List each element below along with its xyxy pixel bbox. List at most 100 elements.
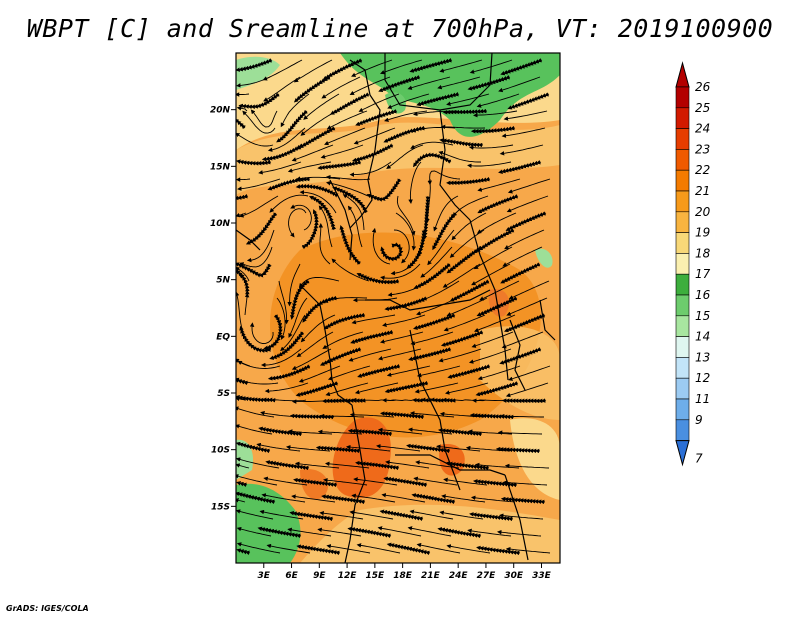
streamline bbox=[383, 125, 426, 143]
streamline bbox=[318, 222, 331, 265]
streamline bbox=[261, 493, 306, 503]
streamline bbox=[236, 474, 278, 486]
streamline bbox=[239, 325, 272, 353]
streamline bbox=[319, 413, 365, 419]
streamline bbox=[296, 544, 341, 556]
lon-tick-label: 12E bbox=[338, 571, 358, 581]
streamline bbox=[302, 295, 338, 323]
streamline bbox=[438, 150, 481, 163]
streamline bbox=[347, 526, 392, 539]
streamline bbox=[322, 58, 363, 80]
colorbar-label: 19 bbox=[695, 226, 710, 240]
streamline bbox=[236, 118, 246, 130]
colorbar-swatch bbox=[675, 419, 690, 441]
streamline bbox=[384, 296, 428, 311]
streamline bbox=[238, 92, 280, 110]
lon-tick-label: 27E bbox=[477, 571, 497, 581]
streamline bbox=[409, 411, 455, 418]
colorbar-swatch bbox=[675, 211, 690, 233]
streamline bbox=[262, 59, 303, 81]
streamline bbox=[289, 510, 334, 522]
streamline bbox=[371, 227, 391, 265]
colorbar: 26 25 24 23 22 21 20 19 18 17 16 15 14 13 12 11 9 7 bbox=[675, 61, 711, 467]
colorbar-swatch bbox=[675, 149, 690, 171]
streamline bbox=[504, 463, 550, 469]
streamline bbox=[236, 58, 273, 72]
streamline bbox=[476, 545, 521, 556]
streamline bbox=[439, 138, 483, 148]
colorbar-max-arrow bbox=[675, 61, 690, 88]
streamline bbox=[508, 365, 551, 381]
colorbar-label: 7 bbox=[695, 452, 703, 466]
colorbar-label: 20 bbox=[695, 205, 711, 219]
streamline bbox=[236, 212, 247, 218]
country-borders bbox=[236, 53, 556, 563]
streamline bbox=[261, 143, 304, 162]
streamline bbox=[349, 161, 392, 177]
lon-tick-label: 3E bbox=[258, 571, 271, 581]
streamline bbox=[350, 329, 394, 344]
streamline bbox=[332, 186, 368, 214]
streamline bbox=[321, 494, 366, 505]
colorbar-swatch bbox=[675, 253, 690, 275]
streamline bbox=[477, 194, 519, 214]
streamline bbox=[323, 312, 366, 330]
streamline bbox=[432, 211, 458, 251]
streamline bbox=[236, 106, 248, 112]
colorbar-swatch bbox=[675, 336, 690, 358]
streamline bbox=[329, 92, 370, 115]
wbpt-shaded-field bbox=[236, 53, 560, 563]
streamline bbox=[451, 212, 487, 241]
streamline bbox=[505, 211, 547, 231]
colorbar-swatch bbox=[675, 398, 690, 421]
streamline bbox=[236, 193, 249, 201]
streamline bbox=[413, 262, 451, 289]
streamline bbox=[236, 542, 281, 554]
streamline bbox=[380, 242, 404, 262]
lat-tick-label: 5S bbox=[217, 389, 230, 399]
streamline bbox=[356, 273, 400, 285]
streamline bbox=[291, 144, 334, 162]
lon-tick-label: 24E bbox=[449, 571, 469, 581]
lat-tick-label: 20N bbox=[210, 106, 231, 116]
streamline bbox=[477, 365, 521, 381]
streamline bbox=[257, 526, 302, 539]
streamline bbox=[436, 444, 481, 452]
colorbar-label: 22 bbox=[695, 163, 710, 177]
streamline bbox=[502, 246, 543, 267]
lon-tick-label: 15E bbox=[366, 571, 386, 581]
streamline bbox=[502, 480, 548, 486]
streamline bbox=[323, 297, 368, 303]
streamline bbox=[442, 108, 488, 115]
streamline bbox=[324, 127, 366, 146]
streamline bbox=[293, 75, 331, 103]
streamline bbox=[446, 245, 483, 274]
streamline bbox=[301, 209, 319, 250]
colorbar-swatch bbox=[675, 86, 690, 109]
grads-credit: GrADS: IGES/COLA bbox=[6, 604, 89, 613]
streamline bbox=[416, 297, 458, 316]
streamline bbox=[326, 544, 371, 554]
lon-tick-label: 21E bbox=[421, 571, 441, 581]
colorbar-label: 12 bbox=[695, 371, 710, 385]
streamline bbox=[446, 176, 491, 186]
streamline bbox=[500, 496, 546, 505]
streamline bbox=[345, 444, 391, 452]
streamline bbox=[269, 331, 305, 360]
streamline bbox=[383, 476, 428, 488]
streamline bbox=[437, 428, 483, 437]
streamline bbox=[414, 382, 459, 394]
streamline bbox=[440, 330, 484, 347]
streamline bbox=[506, 195, 549, 213]
streamline bbox=[377, 427, 423, 435]
streamline bbox=[315, 445, 361, 454]
streamline bbox=[505, 546, 551, 554]
streamline bbox=[236, 159, 272, 166]
streamline bbox=[355, 109, 398, 126]
streamline bbox=[380, 331, 424, 344]
streamline bbox=[449, 279, 490, 302]
streamline bbox=[409, 58, 453, 73]
colorbar-swatch bbox=[675, 377, 690, 400]
streamline bbox=[499, 144, 544, 156]
